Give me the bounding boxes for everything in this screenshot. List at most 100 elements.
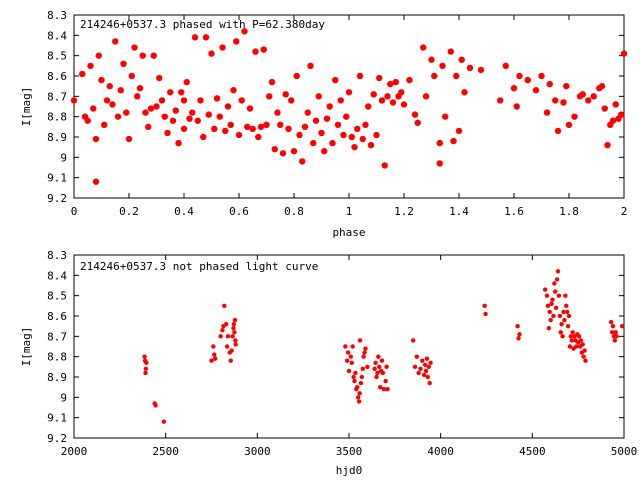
data-point	[194, 117, 201, 124]
data-point	[370, 91, 377, 98]
data-point	[257, 123, 265, 131]
data-point	[610, 323, 616, 329]
data-point	[375, 370, 380, 376]
data-point	[436, 160, 443, 167]
data-point	[412, 364, 418, 370]
data-point	[515, 323, 520, 329]
data-point	[109, 101, 116, 108]
data-point	[180, 125, 188, 133]
data-point	[156, 74, 163, 82]
data-point	[329, 139, 336, 147]
data-point	[428, 56, 435, 63]
data-point	[142, 109, 149, 116]
data-point	[326, 103, 333, 110]
data-point	[354, 125, 361, 133]
x-tick-label: 0.4	[174, 205, 194, 218]
data-point	[212, 356, 218, 361]
y-axis-label: I[mag]	[20, 327, 33, 367]
data-point	[363, 346, 368, 351]
data-point	[128, 72, 135, 80]
data-point	[427, 380, 432, 386]
axis-ticks: 2000 2500 3000 3500 4000 4500 5000 8.3 8.4 8.5 8.6…	[47, 249, 637, 458]
data-point	[421, 372, 427, 378]
data-point	[436, 139, 443, 147]
data-point	[318, 129, 325, 137]
data-point	[172, 107, 179, 114]
data-point	[143, 370, 148, 376]
y-tick-label: 9	[60, 151, 67, 164]
data-point	[365, 364, 370, 370]
data-point	[466, 64, 474, 72]
data-point	[400, 101, 408, 108]
data-point	[136, 85, 144, 92]
data-point	[349, 360, 354, 365]
data-point	[561, 309, 566, 315]
data-point	[106, 82, 113, 90]
data-point	[423, 368, 429, 374]
x-tick-label: 0.6	[229, 205, 249, 218]
data-point	[553, 305, 559, 311]
data-point	[268, 78, 276, 86]
data-point	[230, 87, 237, 94]
data-point	[571, 113, 578, 120]
data-point	[219, 44, 226, 51]
data-point	[609, 330, 615, 335]
data-point	[120, 60, 127, 67]
data-point	[224, 103, 232, 110]
data-point	[613, 330, 618, 335]
data-point	[361, 354, 366, 359]
data-point	[142, 354, 147, 359]
data-point	[225, 334, 231, 339]
data-point	[321, 148, 328, 155]
data-point	[601, 105, 608, 112]
y-tick-label: 8.3	[47, 249, 67, 262]
data-point	[244, 123, 251, 131]
data-point	[614, 334, 619, 339]
data-point	[560, 334, 565, 339]
data-point	[422, 93, 430, 100]
data-point	[557, 313, 563, 319]
data-point	[230, 334, 235, 339]
data-point	[70, 97, 78, 104]
data-point	[548, 317, 553, 323]
data-point	[550, 297, 555, 302]
data-point	[169, 117, 177, 124]
data-points	[70, 28, 628, 185]
data-point	[117, 87, 124, 94]
x-tick-label: 1.8	[559, 205, 579, 218]
data-point	[580, 342, 585, 347]
data-point	[585, 97, 592, 104]
data-point	[568, 334, 574, 339]
data-point	[362, 350, 367, 355]
data-point	[232, 330, 237, 335]
data-point	[164, 129, 171, 137]
data-point	[620, 50, 628, 57]
data-point	[426, 364, 431, 370]
data-point	[532, 87, 540, 94]
x-tick-label: 0	[71, 205, 78, 218]
data-point	[200, 133, 207, 141]
data-point	[554, 277, 560, 282]
x-tick-label: 1	[346, 205, 353, 218]
data-point	[150, 52, 157, 59]
data-point	[90, 105, 97, 112]
data-point	[367, 141, 375, 149]
data-point	[384, 93, 391, 100]
data-point	[461, 89, 468, 96]
data-point	[582, 348, 587, 353]
axis-ticks: 0 0.2 0.4 0.6 0.8 1 1.2 1.4 1.6 1.8 2 8.3 8.4 8.5 8.6 8…	[47, 9, 627, 218]
data-point	[208, 50, 215, 57]
y-tick-label: 8.3	[47, 9, 67, 22]
data-point	[447, 48, 454, 55]
data-point	[552, 97, 559, 104]
data-point	[241, 28, 248, 35]
data-point	[383, 378, 388, 384]
data-point	[564, 303, 569, 309]
data-point	[279, 150, 287, 157]
data-point	[355, 384, 360, 390]
data-point	[353, 370, 358, 376]
data-point	[345, 350, 351, 355]
data-point	[553, 289, 558, 294]
x-tick-label: 3500	[336, 445, 363, 458]
data-point	[147, 105, 155, 112]
